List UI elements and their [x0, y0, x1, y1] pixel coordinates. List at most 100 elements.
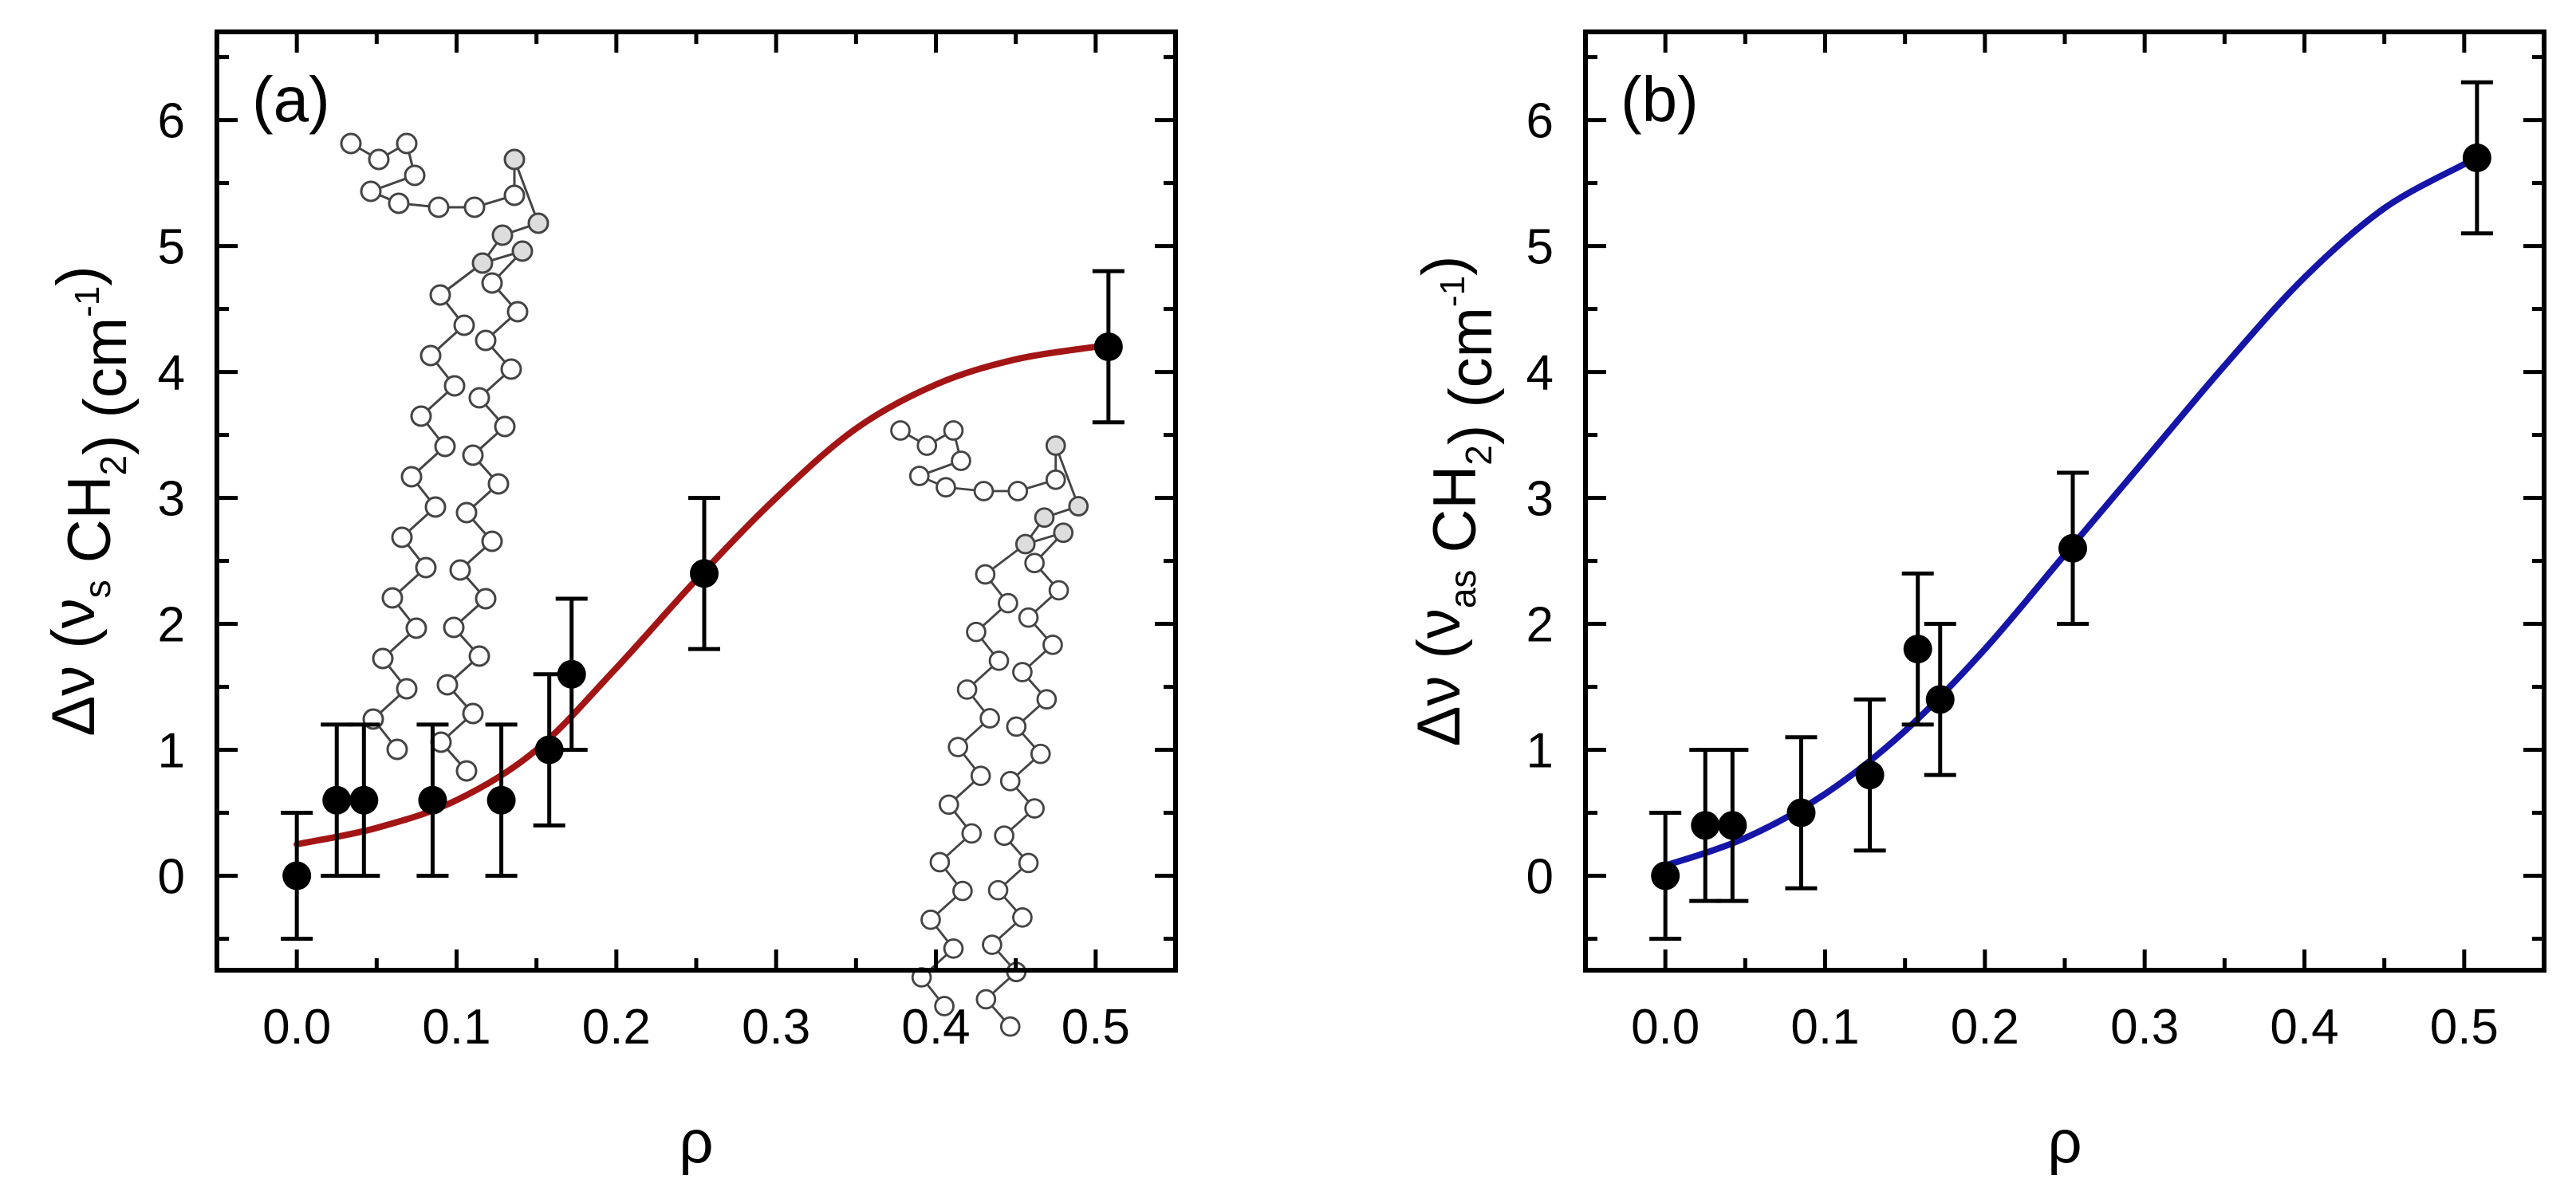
data-point [534, 735, 564, 765]
atom [481, 530, 503, 552]
panel-label: (b) [1621, 64, 1699, 135]
atom [468, 387, 490, 409]
atom [427, 196, 450, 218]
atom [405, 617, 427, 639]
data-point [349, 785, 379, 815]
x-tick-label: 0.2 [582, 1000, 651, 1055]
atom [952, 880, 973, 902]
atom [1045, 435, 1066, 456]
atom [360, 180, 382, 202]
atom [961, 823, 983, 844]
atom [890, 420, 911, 441]
atom [1018, 607, 1039, 628]
atom [386, 738, 408, 761]
atom [491, 224, 514, 246]
atom [1053, 522, 1074, 544]
atom [475, 329, 497, 352]
y-tick-label: 5 [158, 220, 185, 275]
x-tick-label: 0.1 [422, 1000, 490, 1055]
x-tick-label: 0.4 [901, 1000, 970, 1055]
atom [400, 466, 423, 488]
y-tick-label: 3 [1526, 472, 1554, 527]
atom [973, 481, 995, 501]
atom [1045, 469, 1066, 490]
atom [1007, 481, 1029, 501]
atom [396, 132, 418, 155]
atom [494, 415, 516, 438]
data-point [418, 785, 447, 815]
x-tick-label: 0.2 [1951, 1000, 2019, 1055]
y-tick-label: 2 [158, 598, 185, 653]
atom [1034, 507, 1055, 529]
atom [1014, 533, 1036, 555]
atom [475, 588, 497, 610]
y-title-superscript: -1 [68, 286, 107, 317]
lipid-molecule-1 [340, 132, 549, 782]
atom [381, 587, 404, 609]
atom [429, 284, 451, 306]
atom [453, 314, 475, 336]
y-title-text: Δν (ν [1405, 608, 1473, 746]
atom [935, 477, 956, 498]
atom [388, 192, 410, 214]
y-title-subscript: 2 [1458, 445, 1499, 466]
y-title-text: ) (cm [72, 317, 140, 455]
atom [951, 450, 971, 471]
atom [436, 674, 459, 696]
x-axis-title: ρ [679, 1108, 713, 1176]
data-point [1718, 811, 1747, 840]
x-tick-label: 0.0 [262, 1000, 331, 1055]
atom [471, 252, 494, 274]
y-title-subscript: as [1442, 570, 1483, 609]
y-title-subscript: s [77, 580, 118, 598]
atom [999, 771, 1021, 792]
atom [908, 466, 930, 486]
atom [1042, 635, 1063, 655]
y-axis-title: Δν (νas CH2) (cm-1) [1405, 256, 1505, 747]
atom [934, 996, 955, 1016]
x-tick-label: 0.5 [2430, 1000, 2499, 1055]
y-title-subscript: 2 [93, 455, 134, 476]
atom [916, 435, 938, 456]
atom [943, 420, 964, 441]
atom [500, 358, 522, 380]
atom [1030, 743, 1051, 765]
atom [404, 164, 426, 187]
atom [455, 501, 478, 524]
x-axis-title: ρ [2047, 1108, 2082, 1176]
atom [1018, 852, 1039, 874]
atom [1012, 662, 1033, 682]
atom [975, 989, 997, 1010]
data-point [557, 659, 586, 689]
atom [994, 825, 1014, 847]
y-tick-label: 2 [1526, 598, 1554, 653]
atom [503, 148, 526, 171]
data-point [322, 785, 352, 815]
atom [410, 405, 432, 427]
atom [424, 496, 447, 518]
atom [340, 132, 362, 155]
atom [1068, 496, 1089, 517]
data-point [2058, 533, 2088, 563]
atom [391, 526, 413, 548]
atom [368, 148, 390, 171]
atom [1036, 689, 1058, 710]
atom [487, 473, 510, 495]
atom [443, 375, 466, 397]
x-tick-label: 0.0 [1631, 1000, 1700, 1055]
atom [419, 344, 442, 367]
atom [372, 647, 394, 670]
x-tick-label: 0.1 [1790, 1000, 1859, 1055]
atom [506, 301, 529, 323]
data-point [2462, 143, 2491, 172]
atom [1024, 552, 1045, 574]
y-tick-label: 4 [1526, 346, 1554, 401]
panel-label: (a) [252, 64, 330, 135]
fit-curve [1662, 160, 2468, 869]
data-point [1651, 861, 1680, 890]
atom [468, 645, 490, 667]
y-title-text: Δν (ν [40, 598, 108, 736]
data-point [1903, 635, 1932, 664]
data-point [1925, 685, 1955, 714]
